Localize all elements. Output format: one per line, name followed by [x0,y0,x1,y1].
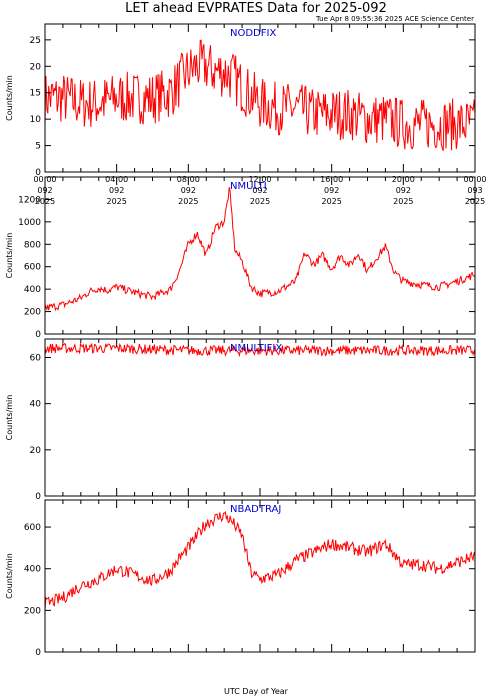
x-tick-label: 092 [109,186,124,195]
y-tick-label: 0 [35,168,41,178]
y-tick-label: 400 [24,285,41,295]
y-tick-label: 0 [35,492,41,502]
y-tick-label: 10 [30,115,42,125]
panel-label: NMULTIFIX [230,343,282,354]
x-tick-label: 092 [396,186,411,195]
x-tick-label: 2025 [178,197,198,206]
y-tick-label: 600 [24,263,41,273]
y-tick-label: 200 [24,308,41,318]
y-tick-label: 25 [30,36,41,46]
series-line [44,510,476,611]
x-tick-label: 2025 [106,197,126,206]
y-axis-label: Counts/min [5,233,14,279]
x-tick-label: 2025 [321,197,341,206]
y-tick-label: 40 [30,400,42,410]
series-line [44,39,476,151]
y-tick-label: 800 [24,240,41,250]
y-tick-label: 20 [30,62,42,72]
y-axis-label: Counts/min [5,553,14,599]
panel-label: NODDFIX [230,28,276,39]
y-tick-label: 200 [24,606,41,616]
chart-panel-nmulti: 0 200 400 600 800 1000 1200 Counts/min NMULTI [5,176,476,340]
panel-label: NBADTRAJ [230,504,281,515]
y-tick-label: 0 [35,648,41,658]
x-tick-label: 092 [324,186,339,195]
y-axis-label: Counts/min [5,395,14,441]
chart-panel-noddfix: 0510152025Counts/min00:00092202504:00092… [5,23,487,206]
y-tick-label: 600 [24,523,41,533]
y-tick-label: 5 [35,142,41,152]
x-tick-label: 092 [252,186,267,195]
y-tick-label: 400 [24,565,41,575]
chart-subtitle: Tue Apr 8 09:55:36 2025 ACE Science Cent… [315,15,474,23]
x-tick-label: 092 [181,186,196,195]
y-axis-label: Counts/min [5,75,14,121]
y-tick-label: 1000 [18,218,41,228]
chart-panel-nmultifix: 0 20 40 60 Counts/min NMULTIFIX [5,338,476,502]
y-tick-label: 1200 [18,195,41,205]
x-tick-label: 2025 [393,197,413,206]
panel-label: NMULTI [230,181,267,192]
y-tick-label: 15 [30,89,41,99]
x-tick-label: 2025 [250,197,270,206]
y-tick-label: 60 [30,353,42,363]
panels: 0510152025Counts/min00:00092202504:00092… [5,23,487,658]
y-tick-label: 0 [35,330,41,340]
plot-frame [44,338,476,497]
y-tick-label: 20 [30,446,42,456]
series-line [44,187,476,312]
x-axis-label: UTC Day of Year [224,687,289,696]
chart-title: LET ahead EVPRATES Data for 2025-092 [125,1,387,16]
chart-panel-nbadtraj: 0 200 400 600 Counts/min NBADTRAJ [5,499,476,658]
